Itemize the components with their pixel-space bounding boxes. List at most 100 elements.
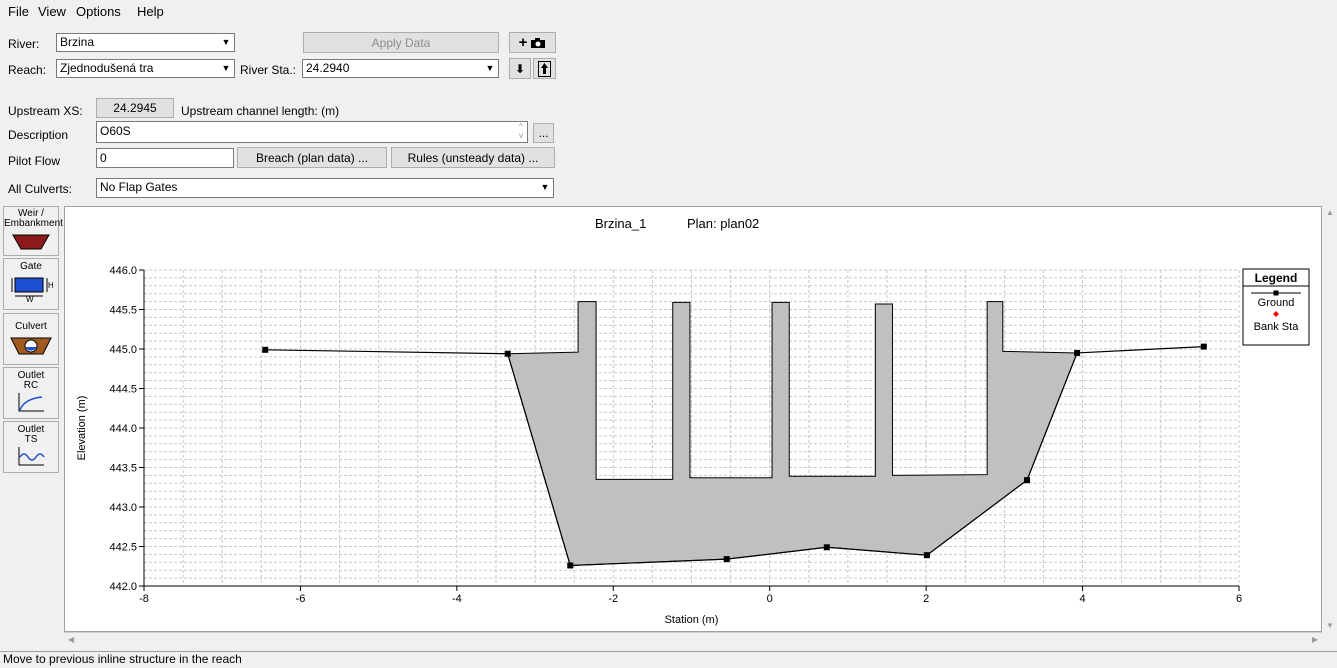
- weir-embankment-icon: [12, 234, 50, 250]
- pilot-flow-value: 0: [100, 151, 107, 165]
- ground-point: [1200, 343, 1207, 350]
- x-tick-label: -6: [296, 593, 306, 605]
- status-bar: Move to previous inline structure in the…: [0, 651, 1337, 668]
- reach-value: Zjednodušená tra: [60, 61, 154, 75]
- all-culverts-value: No Flap Gates: [100, 180, 178, 194]
- pilot-flow-label: Pilot Flow: [8, 154, 61, 168]
- river-value: Brzina: [60, 35, 95, 49]
- chevron-down-icon: ▼: [221, 37, 231, 47]
- outlet-ts-icon: [18, 447, 45, 466]
- gate-tool[interactable]: Gate H W: [3, 258, 59, 310]
- gate-label: Gate: [20, 261, 42, 272]
- river-label: River:: [8, 37, 40, 51]
- y-tick-label: 445.0: [109, 344, 137, 356]
- legend-bank-marker: [1273, 311, 1279, 317]
- vertical-scrollbar[interactable]: ▲ ▼: [1322, 206, 1337, 632]
- reach-label: Reach:: [8, 63, 47, 77]
- chevron-down-icon: ▼: [540, 182, 550, 192]
- description-field[interactable]: O60S ^ v: [96, 121, 528, 143]
- reach-select[interactable]: Zjednodušená tra ▼: [56, 59, 235, 78]
- weir-embankment-tool[interactable]: Weir / Embankment: [3, 206, 63, 256]
- y-tick-label: 442.0: [109, 581, 137, 593]
- menu-file[interactable]: File: [8, 4, 29, 19]
- x-tick-label: 6: [1236, 593, 1242, 605]
- legend-ground-marker: [1273, 290, 1279, 296]
- culvert-label: Culvert: [15, 321, 47, 332]
- description-value: O60S: [100, 124, 131, 138]
- add-camera-button[interactable]: +: [509, 32, 556, 53]
- description-more-button[interactable]: ...: [533, 123, 554, 143]
- arrow-up-boxed-icon: [538, 60, 551, 77]
- cross-section-plot: Brzina_1 Plan: plan02 -8 -6 -4 -2 0 2 4 6 442.0 442…: [64, 206, 1322, 632]
- all-culverts-select[interactable]: No Flap Gates ▼: [96, 178, 554, 198]
- chart-title: Brzina_1: [595, 216, 646, 231]
- menu-options[interactable]: Options: [76, 4, 121, 19]
- river-sta-select[interactable]: 24.2940 ▼: [302, 59, 499, 78]
- upstream-xs-label: Upstream XS:: [8, 104, 83, 118]
- y-tick-label: 446.0: [109, 265, 137, 277]
- outlet-rc-label: Outlet RC: [17, 370, 45, 391]
- ground-point: [1024, 477, 1031, 484]
- chevron-down-icon: ▼: [485, 63, 495, 73]
- breach-plan-data-button[interactable]: Breach (plan data) ...: [237, 147, 387, 168]
- scroll-left-icon: ◀: [68, 635, 75, 644]
- scroll-right-icon: ▶: [1311, 635, 1318, 644]
- culvert-tool[interactable]: Culvert: [3, 313, 59, 365]
- x-tick-label: 4: [1080, 593, 1086, 605]
- plus-icon: +: [518, 34, 528, 51]
- x-tick-label: -2: [608, 593, 618, 605]
- scroll-up-icon: ▲: [1326, 208, 1334, 217]
- ground-point: [823, 544, 830, 551]
- menu-bar: File View Options Help: [0, 0, 1337, 22]
- outlet-rc-tool[interactable]: Outlet RC: [3, 367, 59, 419]
- previous-structure-button[interactable]: [533, 58, 556, 79]
- all-culverts-label: All Culverts:: [8, 182, 73, 196]
- y-tick-label: 444.5: [109, 384, 137, 396]
- ground-point: [923, 552, 930, 559]
- outlet-ts-label: Outlet TS: [17, 424, 45, 445]
- horizontal-scrollbar[interactable]: ◀ ▶: [64, 632, 1322, 647]
- scroll-down-icon: ▼: [1326, 621, 1334, 630]
- next-structure-button[interactable]: ⬇: [509, 58, 531, 79]
- legend-title: Legend: [1255, 271, 1298, 285]
- y-tick-label: 442.5: [109, 542, 137, 554]
- y-axis-label: Elevation (m): [76, 396, 88, 461]
- gate-icon: H W: [11, 277, 54, 304]
- river-sta-label: River Sta.:: [240, 63, 297, 77]
- x-tick-label: -8: [139, 593, 149, 605]
- culvert-icon: [10, 337, 52, 355]
- ground-point: [504, 350, 511, 357]
- upstream-channel-length-label: Upstream channel length: (m): [181, 104, 340, 118]
- pilot-flow-field[interactable]: 0: [96, 148, 234, 168]
- chart-plan-label: Plan: plan02: [687, 216, 759, 231]
- camera-icon: [531, 37, 546, 48]
- menu-view[interactable]: View: [38, 4, 66, 19]
- apply-data-button[interactable]: Apply Data: [303, 32, 499, 53]
- river-select[interactable]: Brzina ▼: [56, 33, 235, 52]
- weir-embankment-label: Weir / Embankment: [4, 208, 63, 229]
- x-tick-label: 2: [923, 593, 929, 605]
- upstream-xs-value[interactable]: 24.2945: [96, 98, 174, 118]
- ground-point: [262, 346, 269, 353]
- outlet-ts-tool[interactable]: Outlet TS: [3, 421, 59, 473]
- ground-point: [723, 556, 730, 563]
- svg-text:H: H: [48, 281, 53, 290]
- menu-help[interactable]: Help: [137, 4, 164, 19]
- x-tick-label: 0: [767, 593, 773, 605]
- rules-unsteady-data-button[interactable]: Rules (unsteady data) ...: [391, 147, 555, 168]
- svg-text:W: W: [26, 295, 34, 302]
- y-tick-label: 444.0: [109, 423, 137, 435]
- ground-point: [1074, 349, 1081, 356]
- ground-point: [567, 562, 574, 569]
- y-tick-label: 443.5: [109, 463, 137, 475]
- description-label: Description: [8, 128, 69, 142]
- arrow-down-icon: ⬇: [514, 61, 526, 76]
- chart-svg: Brzina_1 Plan: plan02 -8 -6 -4 -2 0 2 4 6 442.0 442…: [76, 216, 1310, 626]
- y-tick-label: 445.5: [109, 305, 137, 317]
- x-tick-label: -4: [452, 593, 462, 605]
- inline-structure-fill: [507, 301, 1078, 566]
- spinner-icon: ^ v: [519, 122, 523, 140]
- outlet-rc-icon: [18, 393, 44, 412]
- river-sta-value: 24.2940: [306, 61, 350, 75]
- y-tick-label: 443.0: [109, 502, 137, 514]
